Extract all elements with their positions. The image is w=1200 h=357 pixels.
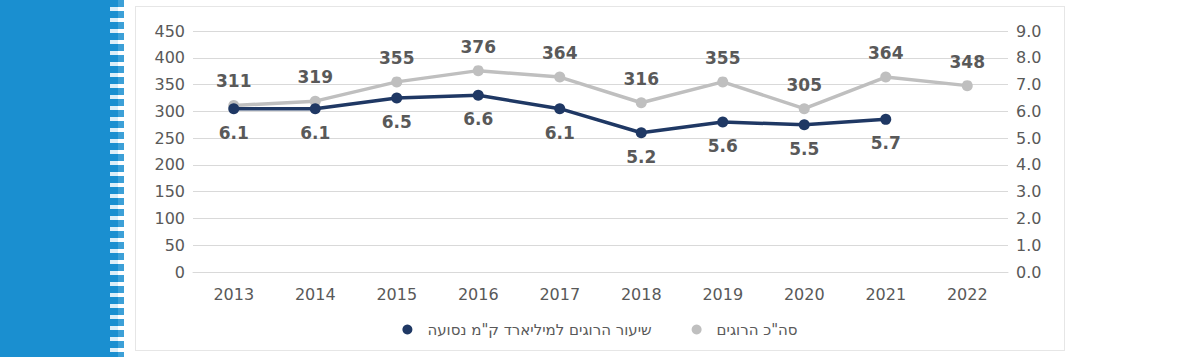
svg-text:6.0: 6.0	[1016, 102, 1041, 121]
svg-text:4.0: 4.0	[1016, 155, 1041, 174]
svg-text:300: 300	[154, 102, 185, 121]
svg-text:348: 348	[950, 52, 986, 72]
svg-text:2018: 2018	[621, 285, 662, 304]
svg-text:376: 376	[461, 37, 497, 57]
svg-text:שיעור הרוגים למיליארד ק"מ נסוע: שיעור הרוגים למיליארד ק"מ נסועה	[427, 321, 651, 339]
svg-text:2021: 2021	[865, 285, 906, 304]
svg-text:2015: 2015	[376, 285, 417, 304]
svg-text:8.0: 8.0	[1016, 48, 1041, 67]
svg-text:6.1: 6.1	[219, 123, 249, 143]
svg-text:6.6: 6.6	[463, 109, 493, 129]
svg-text:5.5: 5.5	[789, 139, 819, 159]
svg-text:7.0: 7.0	[1016, 75, 1041, 94]
svg-text:5.6: 5.6	[708, 136, 738, 156]
svg-text:1.0: 1.0	[1016, 236, 1041, 255]
svg-text:6.5: 6.5	[382, 112, 412, 132]
svg-text:350: 350	[154, 75, 185, 94]
svg-text:311: 311	[216, 71, 252, 91]
svg-text:250: 250	[154, 129, 185, 148]
svg-text:2022: 2022	[947, 285, 988, 304]
svg-text:355: 355	[705, 48, 741, 68]
svg-text:2016: 2016	[458, 285, 499, 304]
svg-text:364: 364	[868, 43, 904, 63]
svg-text:2017: 2017	[539, 285, 580, 304]
svg-text:2020: 2020	[784, 285, 825, 304]
svg-text:6.1: 6.1	[300, 123, 330, 143]
svg-text:355: 355	[379, 48, 415, 68]
svg-text:5.2: 5.2	[626, 147, 656, 167]
svg-text:2.0: 2.0	[1016, 209, 1041, 228]
svg-text:100: 100	[154, 209, 185, 228]
svg-text:0.0: 0.0	[1016, 263, 1041, 282]
svg-text:2013: 2013	[213, 285, 254, 304]
svg-text:9.0: 9.0	[1016, 22, 1041, 41]
svg-text:0: 0	[175, 263, 185, 282]
svg-text:200: 200	[154, 155, 185, 174]
svg-text:150: 150	[154, 182, 185, 201]
svg-text:400: 400	[154, 48, 185, 67]
svg-text:5.7: 5.7	[871, 133, 901, 153]
svg-text:305: 305	[787, 75, 823, 95]
svg-text:5.0: 5.0	[1016, 129, 1041, 148]
svg-text:3.0: 3.0	[1016, 182, 1041, 201]
svg-text:450: 450	[154, 22, 185, 41]
svg-text:6.1: 6.1	[545, 123, 575, 143]
svg-text:2014: 2014	[295, 285, 336, 304]
svg-text:50: 50	[165, 236, 185, 255]
svg-text:316: 316	[624, 69, 660, 89]
svg-text:2019: 2019	[702, 285, 743, 304]
svg-text:319: 319	[298, 67, 334, 87]
svg-text:סה"כ הרוגים: סה"כ הרוגים	[717, 321, 798, 339]
svg-text:364: 364	[542, 43, 578, 63]
